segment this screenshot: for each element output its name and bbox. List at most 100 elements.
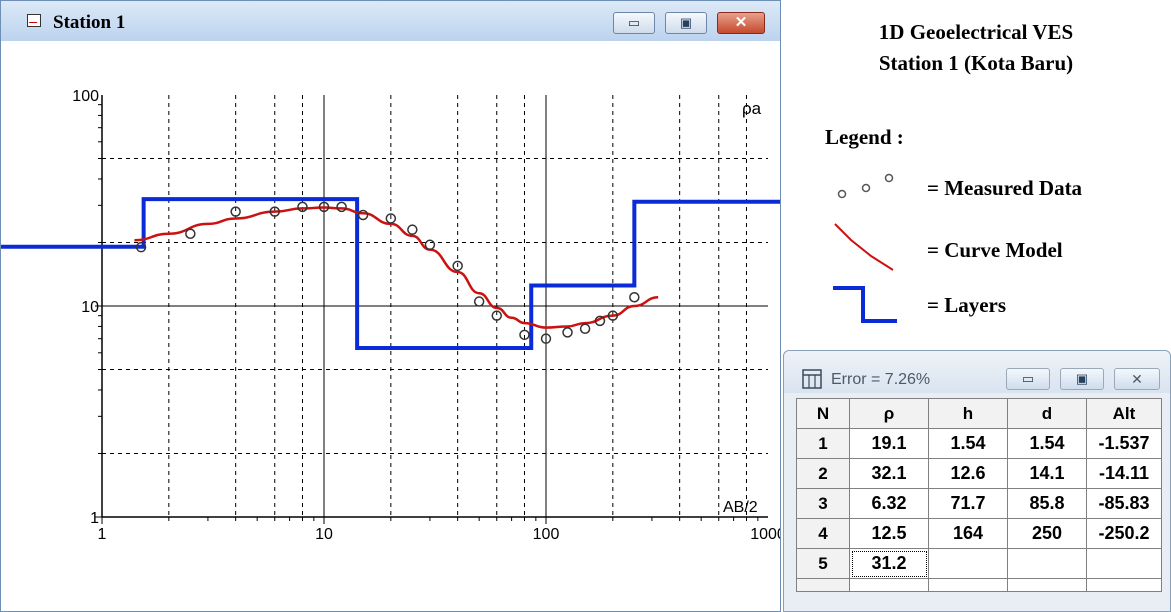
chart-window: Station 1 ▭ ▣ ✕ 1 10 100 1000 1 10 100 ρa AB/2 bbox=[0, 0, 781, 612]
cell-rho[interactable]: 32.1 bbox=[849, 458, 929, 489]
model-table-window: Error = 7.26% ▭ ▣ ✕ N ρ h d Alt 1 19.1 1… bbox=[783, 350, 1171, 612]
table-row-empty[interactable] bbox=[796, 578, 1162, 592]
column-header-alt[interactable]: Alt bbox=[1086, 398, 1162, 429]
table-window-titlebar[interactable]: Error = 7.26% ▭ ▣ ✕ bbox=[784, 351, 1170, 393]
cell-d[interactable]: 14.1 bbox=[1007, 458, 1087, 489]
legend-title: Legend : bbox=[825, 125, 904, 149]
cell-alt[interactable]: -85.83 bbox=[1086, 488, 1162, 519]
cell-d[interactable]: 85.8 bbox=[1007, 488, 1087, 519]
measured-point bbox=[562, 327, 573, 338]
table-minimize-icon: ▭ bbox=[1021, 371, 1035, 386]
legend-curve-sample bbox=[834, 223, 894, 271]
measured-point bbox=[269, 206, 280, 217]
cell-rho-selected[interactable]: 31.2 bbox=[849, 548, 929, 579]
column-header-h[interactable]: h bbox=[928, 398, 1008, 429]
cell-alt[interactable]: -1.537 bbox=[1086, 428, 1162, 459]
tick-labels: 1 10 100 1000 1 10 100 bbox=[72, 88, 780, 543]
x-axis-label: AB/2 bbox=[723, 499, 758, 516]
cell-h[interactable]: 164 bbox=[928, 518, 1008, 549]
cell-d[interactable]: 1.54 bbox=[1007, 428, 1087, 459]
table-close-button[interactable]: ✕ bbox=[1114, 368, 1160, 390]
ves-chart: 1 10 100 1000 1 10 100 ρa AB/2 bbox=[1, 88, 780, 543]
measured-point bbox=[297, 201, 308, 213]
measured-point bbox=[185, 228, 196, 239]
measured-point bbox=[357, 209, 369, 221]
cell-rho[interactable]: 12.5 bbox=[849, 518, 929, 549]
row-number: 2 bbox=[796, 458, 850, 489]
x-tick-label: 1 bbox=[98, 526, 107, 543]
chart-window-icon bbox=[27, 14, 41, 27]
row-number bbox=[796, 578, 850, 592]
table-row[interactable]: 1 19.1 1.54 1.54 -1.537 bbox=[796, 428, 1162, 459]
measured-point bbox=[452, 260, 463, 272]
measured-point bbox=[473, 296, 485, 307]
legend-curve-label: = Curve Model bbox=[927, 238, 1063, 262]
measured-point bbox=[491, 310, 502, 321]
y-axis-label: ρa bbox=[742, 99, 762, 118]
measured-point bbox=[607, 310, 619, 321]
close-icon: ✕ bbox=[734, 14, 748, 31]
table-close-icon: ✕ bbox=[1131, 371, 1143, 387]
measured-point bbox=[594, 315, 606, 327]
measured-point bbox=[318, 201, 330, 213]
row-number: 4 bbox=[796, 518, 850, 549]
cell-empty[interactable] bbox=[928, 578, 1008, 592]
measured-point bbox=[424, 239, 436, 251]
x-tick-label: 100 bbox=[533, 526, 560, 543]
row-number: 1 bbox=[796, 428, 850, 459]
table-row[interactable]: 2 32.1 12.6 14.1 -14.11 bbox=[796, 458, 1162, 489]
measured-point bbox=[336, 201, 347, 213]
layers-line bbox=[1, 197, 780, 351]
cell-rho[interactable]: 19.1 bbox=[849, 428, 929, 459]
cell-d[interactable]: 250 bbox=[1007, 518, 1087, 549]
column-header-d[interactable]: d bbox=[1007, 398, 1087, 429]
annotation-panel: 1D Geoelectrical VES Station 1 (Kota Bar… bbox=[781, 0, 1171, 350]
y-tick-label: 10 bbox=[81, 299, 99, 316]
close-button[interactable]: ✕ bbox=[717, 12, 765, 34]
cell-empty[interactable] bbox=[1007, 578, 1087, 592]
maximize-button[interactable]: ▣ bbox=[665, 12, 707, 34]
x-tick-label: 10 bbox=[315, 526, 333, 543]
column-header-rho[interactable]: ρ bbox=[849, 398, 929, 429]
cell-h[interactable]: 71.7 bbox=[928, 488, 1008, 519]
cell-h[interactable] bbox=[928, 548, 1008, 579]
panel-heading-line1: 1D Geoelectrical VES bbox=[878, 20, 1074, 44]
legend-measured-label: = Measured Data bbox=[927, 176, 1083, 200]
minimize-icon: ▭ bbox=[627, 15, 641, 30]
y-tick-label: 1 bbox=[90, 510, 99, 527]
chart-grid bbox=[95, 95, 768, 524]
maximize-icon: ▣ bbox=[679, 15, 693, 30]
layer-table[interactable]: N ρ h d Alt 1 19.1 1.54 1.54 -1.537 2 32… bbox=[796, 398, 1162, 592]
cell-alt[interactable]: -14.11 bbox=[1086, 458, 1162, 489]
measured-point bbox=[540, 333, 552, 344]
table-header-row: N ρ h d Alt bbox=[796, 398, 1162, 429]
cell-alt[interactable] bbox=[1086, 548, 1162, 579]
layers-series bbox=[1, 197, 780, 351]
chart-window-title: Station 1 bbox=[53, 12, 126, 33]
cell-empty[interactable] bbox=[1086, 578, 1162, 592]
cell-alt[interactable]: -250.2 bbox=[1086, 518, 1162, 549]
table-row[interactable]: 3 6.32 71.7 85.8 -85.83 bbox=[796, 488, 1162, 519]
minimize-button[interactable]: ▭ bbox=[613, 12, 655, 34]
table-minimize-button[interactable]: ▭ bbox=[1006, 368, 1050, 390]
cell-h[interactable]: 12.6 bbox=[928, 458, 1008, 489]
table-row[interactable]: 5 31.2 bbox=[796, 548, 1162, 579]
chart-window-titlebar[interactable]: Station 1 ▭ ▣ ✕ bbox=[1, 1, 780, 41]
measured-point bbox=[519, 329, 530, 341]
curve-model-series bbox=[134, 206, 659, 329]
column-header-n[interactable]: N bbox=[796, 398, 850, 429]
measured-point bbox=[230, 206, 241, 217]
table-maximize-button[interactable]: ▣ bbox=[1060, 368, 1104, 390]
measured-point bbox=[629, 292, 640, 303]
table-maximize-icon: ▣ bbox=[1075, 371, 1089, 386]
table-row[interactable]: 4 12.5 164 250 -250.2 bbox=[796, 518, 1162, 549]
cell-empty[interactable] bbox=[849, 578, 929, 592]
row-number: 5 bbox=[796, 548, 850, 579]
cell-rho[interactable]: 6.32 bbox=[849, 488, 929, 519]
row-number: 3 bbox=[796, 488, 850, 519]
cell-h[interactable]: 1.54 bbox=[928, 428, 1008, 459]
measured-data-series bbox=[135, 201, 640, 344]
legend-layers-label: = Layers bbox=[927, 293, 1007, 317]
cell-d[interactable] bbox=[1007, 548, 1087, 579]
table-icon bbox=[802, 369, 822, 389]
